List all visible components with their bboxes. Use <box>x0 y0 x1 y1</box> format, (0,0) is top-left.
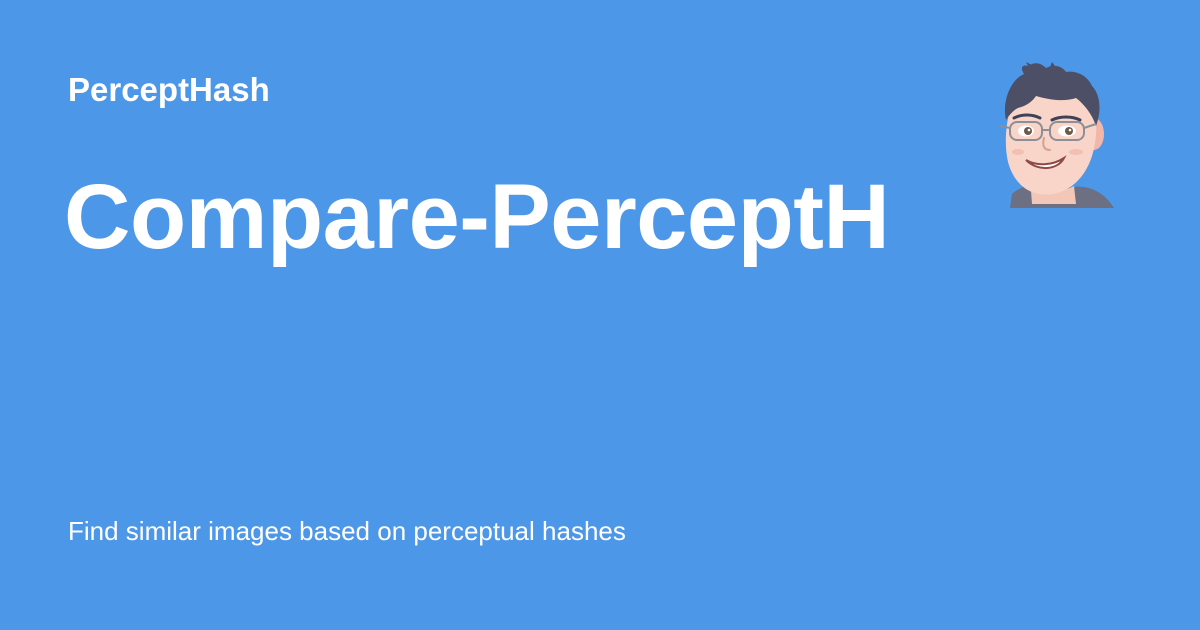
avatar <box>992 62 1116 208</box>
site-name: PerceptHash <box>68 71 270 108</box>
page-title: Compare-PerceptHash <box>64 166 890 268</box>
cartoon-avatar-icon <box>999 62 1114 208</box>
page-title-container: Compare-PerceptHash <box>64 164 890 274</box>
page-description: Find similar images based on perceptual … <box>68 516 626 546</box>
